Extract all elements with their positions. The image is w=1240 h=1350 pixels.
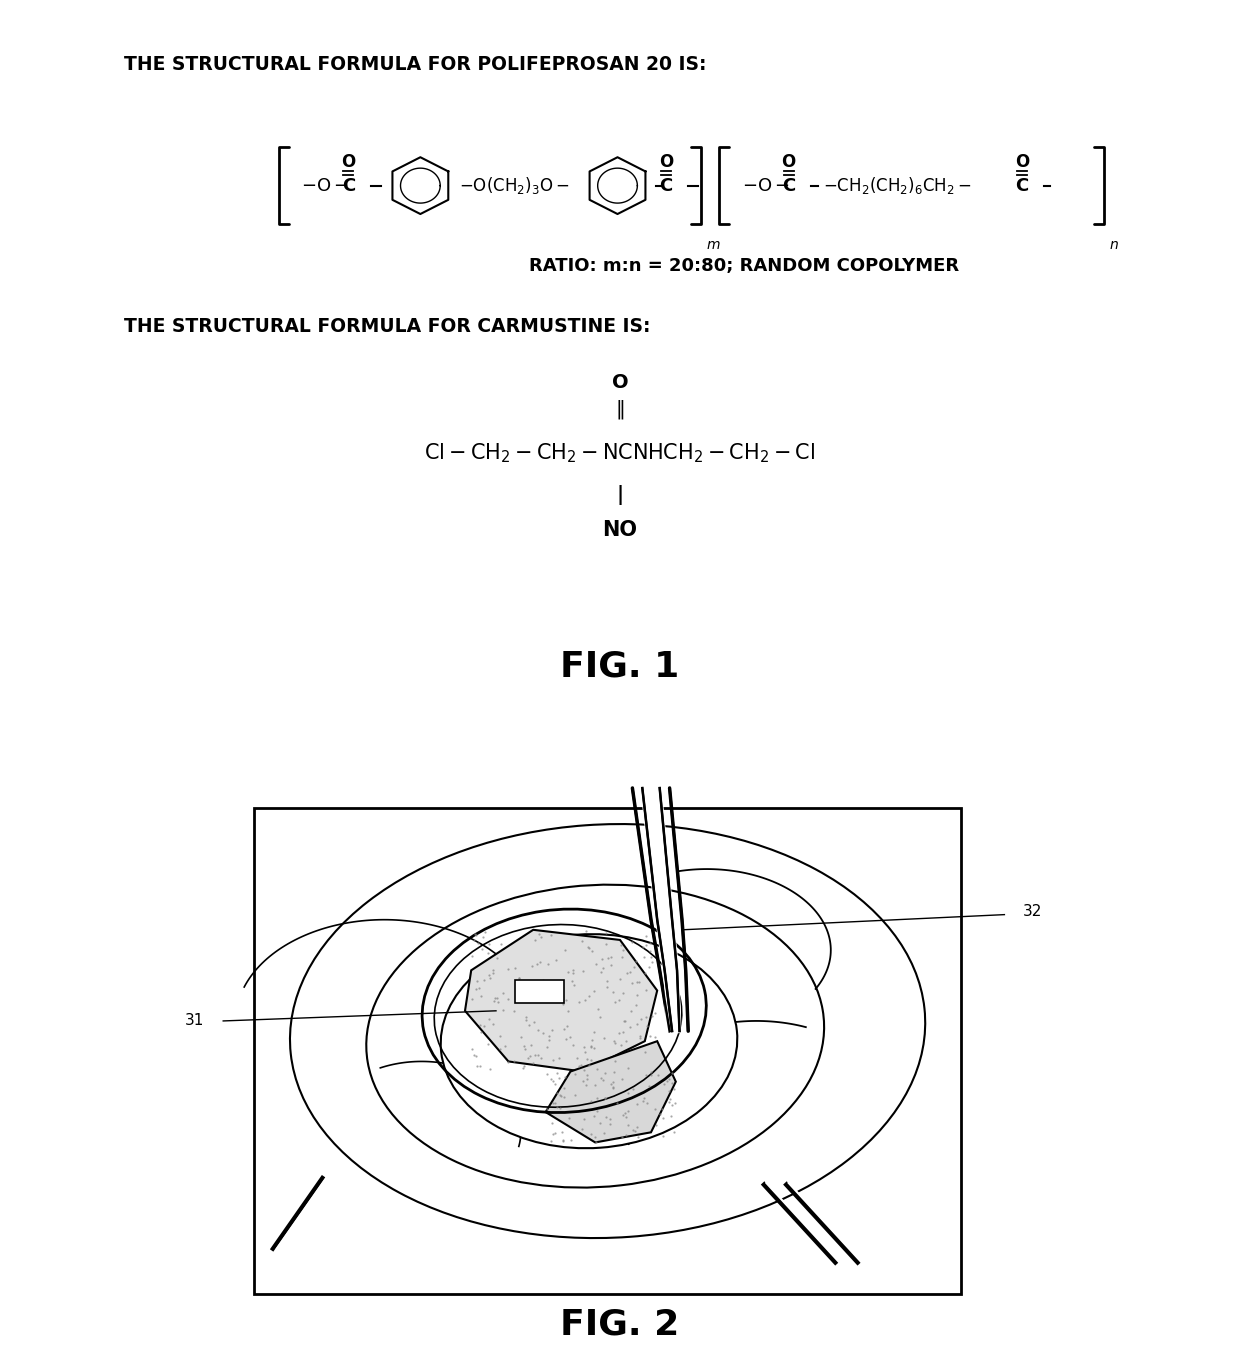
Text: n: n	[1110, 238, 1118, 252]
Text: FIG. 2: FIG. 2	[560, 1308, 680, 1342]
Text: O: O	[781, 153, 796, 170]
Text: RATIO: m:n = 20:80; RANDOM COPOLYMER: RATIO: m:n = 20:80; RANDOM COPOLYMER	[529, 256, 959, 274]
Text: C: C	[1016, 177, 1028, 194]
Text: NO: NO	[603, 520, 637, 540]
Text: O: O	[611, 373, 629, 391]
Text: $\mathrm{Cl-CH_2-CH_2-NCNHCH_2-CH_2-Cl}$: $\mathrm{Cl-CH_2-CH_2-NCNHCH_2-CH_2-Cl}$	[424, 441, 816, 464]
Text: THE STRUCTURAL FORMULA FOR CARMUSTINE IS:: THE STRUCTURAL FORMULA FOR CARMUSTINE IS…	[124, 317, 651, 336]
Text: C: C	[342, 177, 355, 194]
Text: $\mathrm{-O-}$: $\mathrm{-O-}$	[742, 177, 790, 194]
Ellipse shape	[366, 884, 825, 1188]
Ellipse shape	[290, 824, 925, 1238]
Text: |: |	[616, 485, 624, 505]
Text: $\mathrm{-O(CH_2)_3O-}$: $\mathrm{-O(CH_2)_3O-}$	[459, 176, 569, 196]
Text: $\mathrm{-O-}$: $\mathrm{-O-}$	[301, 177, 350, 194]
Text: $\mathrm{\|}$: $\mathrm{\|}$	[615, 398, 625, 421]
Text: C: C	[782, 177, 795, 194]
Text: O: O	[1014, 153, 1029, 170]
Polygon shape	[465, 930, 657, 1072]
Text: FIG. 1: FIG. 1	[560, 649, 680, 683]
Polygon shape	[546, 1041, 676, 1142]
Text: O: O	[341, 153, 356, 170]
Text: 32: 32	[1023, 904, 1043, 919]
Text: $\mathrm{-CH_2(CH_2)_6CH_2-}$: $\mathrm{-CH_2(CH_2)_6CH_2-}$	[823, 176, 972, 196]
Bar	[254, 809, 961, 1295]
Bar	[515, 980, 564, 1003]
Text: C: C	[660, 177, 672, 194]
Text: O: O	[658, 153, 673, 170]
Ellipse shape	[440, 934, 738, 1149]
Text: THE STRUCTURAL FORMULA FOR POLIFEPROSAN 20 IS:: THE STRUCTURAL FORMULA FOR POLIFEPROSAN …	[124, 54, 707, 74]
Text: 31: 31	[185, 1014, 205, 1029]
Text: m: m	[707, 238, 720, 252]
